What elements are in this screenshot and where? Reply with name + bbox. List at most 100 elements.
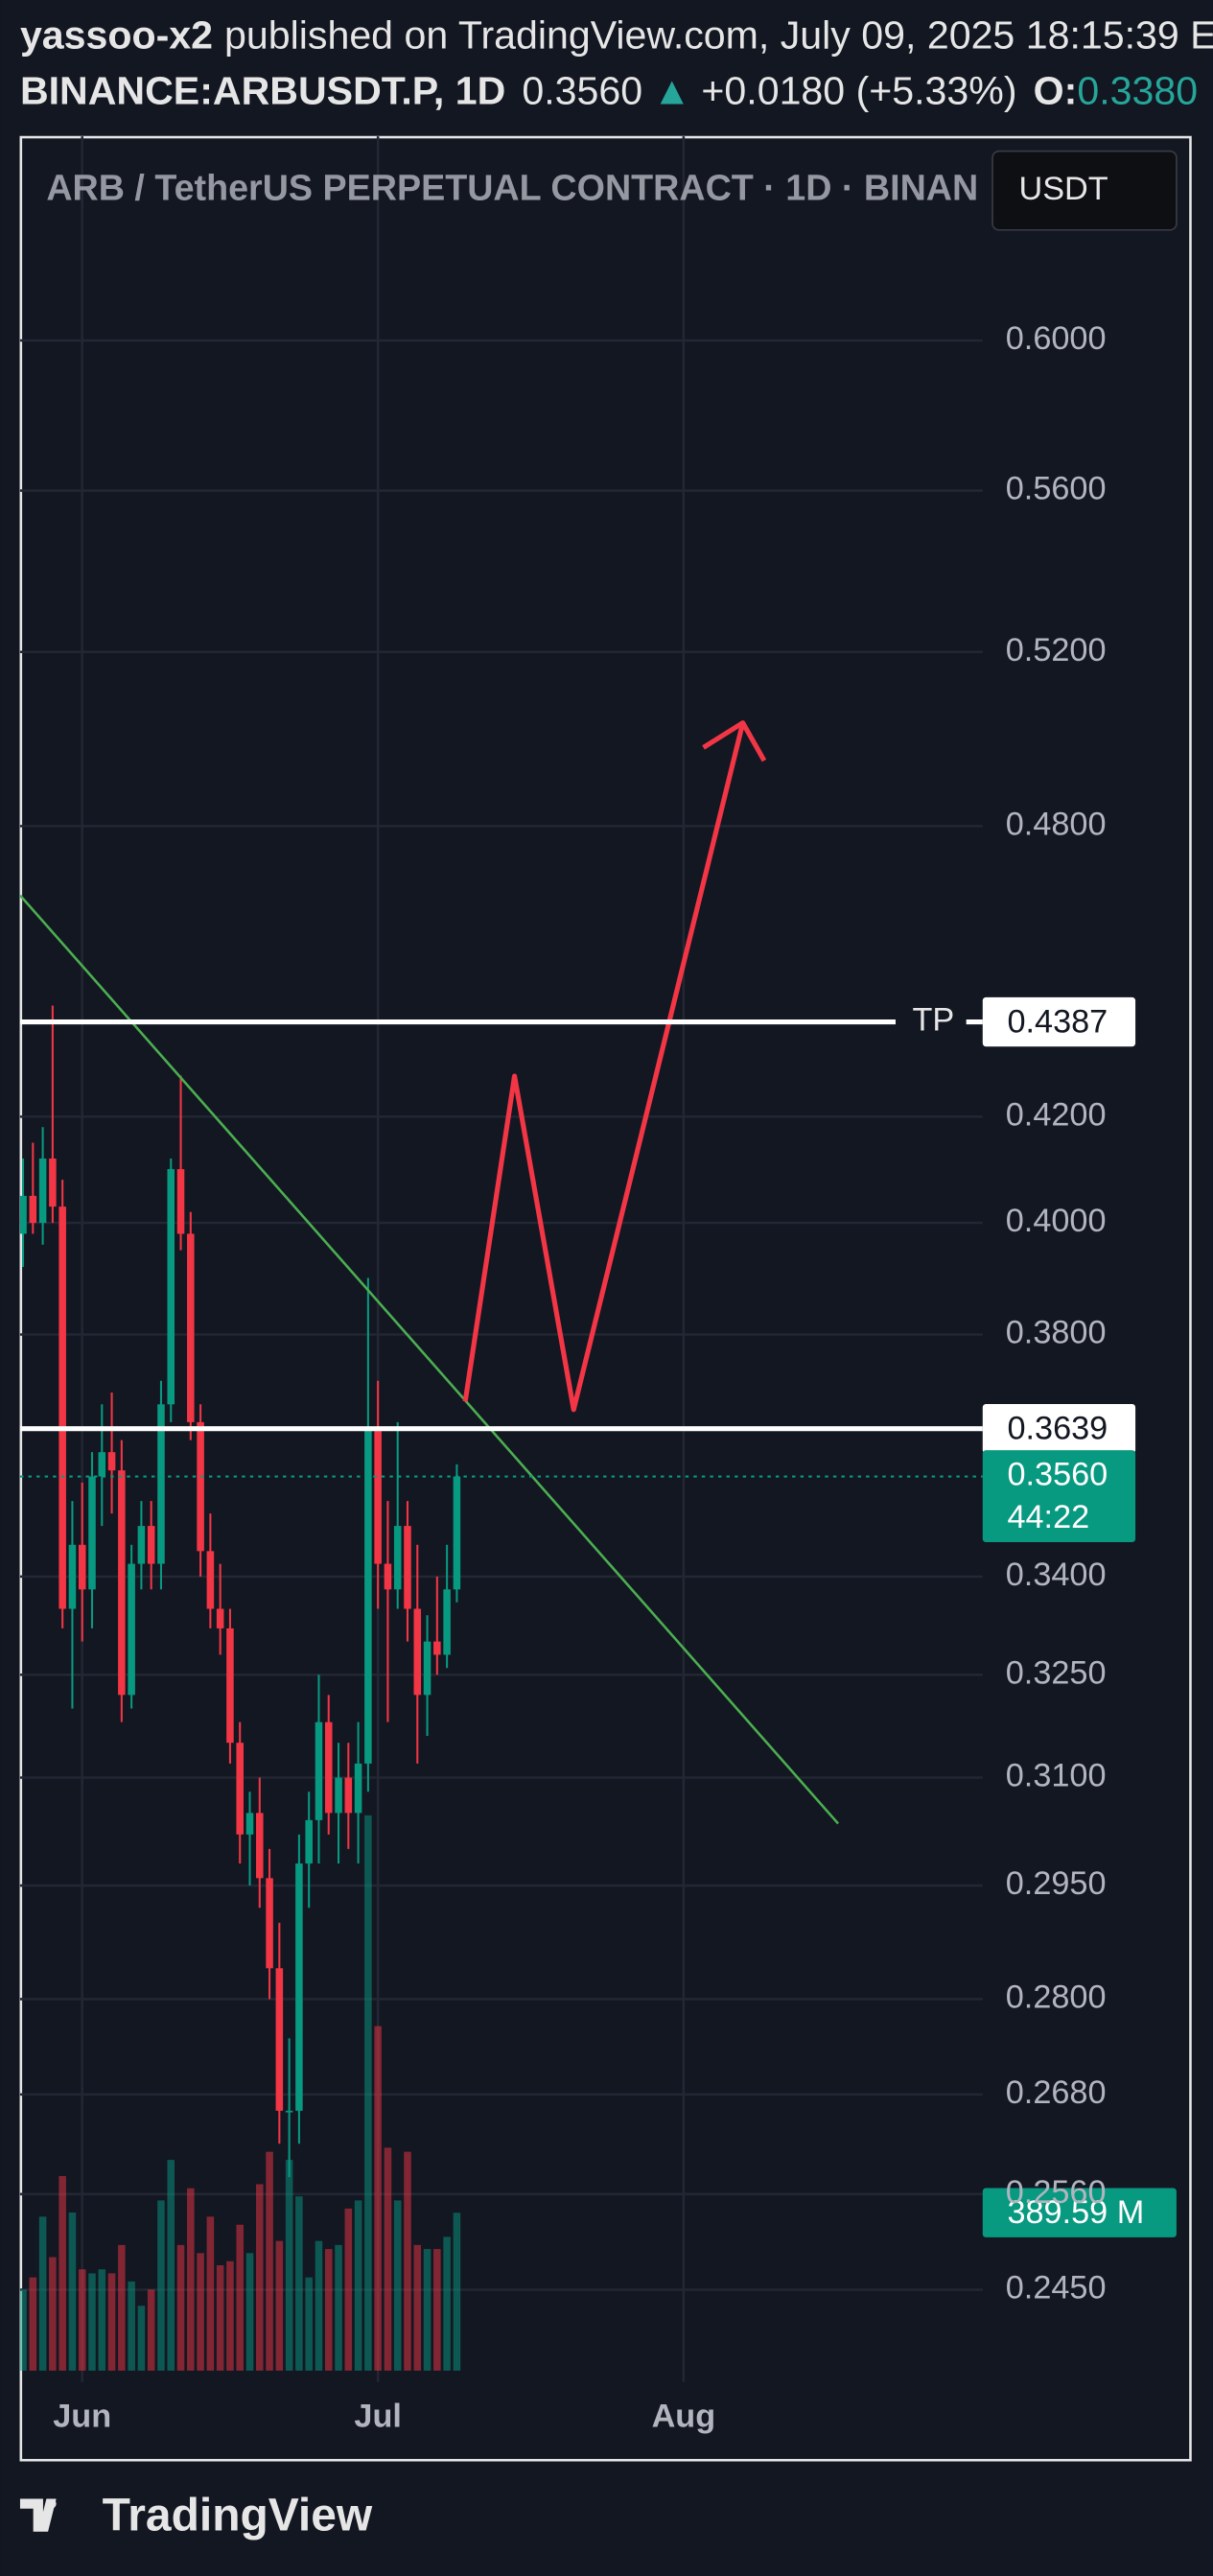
- volume-bar: [157, 2200, 165, 2371]
- chart-frame: [19, 135, 1192, 2462]
- volume-bar: [38, 2216, 47, 2371]
- candle-body: [364, 1428, 372, 1764]
- volume-bar: [118, 2244, 126, 2371]
- volume-bar: [266, 2151, 273, 2371]
- y-tick-label: 0.6000: [1006, 320, 1107, 357]
- candle-body: [206, 1551, 215, 1609]
- volume-bar: [197, 2253, 204, 2371]
- candle-body: [236, 1743, 244, 1835]
- volume-bar: [364, 1815, 372, 2371]
- header-line: yassoo-x2 published on TradingView.com, J…: [20, 12, 1213, 57]
- projection-path: [462, 722, 746, 1413]
- candle-body: [256, 1813, 264, 1879]
- candle-body: [147, 1526, 155, 1564]
- candle-body: [275, 1968, 284, 2111]
- volume-bar: [236, 2224, 244, 2371]
- volume-bar: [295, 2196, 303, 2371]
- y-tick-label: 0.5200: [1006, 632, 1107, 668]
- candle-body: [443, 1589, 451, 1655]
- candle-body: [285, 2110, 293, 2113]
- candle-body: [216, 1608, 224, 1628]
- y-tick-label: 0.4000: [1006, 1203, 1107, 1239]
- candle-body: [98, 1452, 106, 1477]
- published: published on TradingView.com, July 09, 2…: [224, 12, 1213, 57]
- candle-body: [374, 1428, 382, 1564]
- legend-text: ARB / TetherUS PERPETUAL CONTRACT · 1D ·…: [46, 168, 978, 208]
- volume-bar: [176, 2244, 185, 2371]
- volume-bar: [404, 2151, 411, 2371]
- candle-body: [266, 1878, 273, 1969]
- candle-body: [295, 1863, 303, 2111]
- volume-bar: [88, 2273, 96, 2371]
- volume-bar: [305, 2277, 313, 2371]
- volume-bar: [384, 2147, 392, 2371]
- symbol-line: BINANCE:ARBUSDT.P, 1D 0.3560 ▲ +0.0180 (+5.…: [20, 69, 1213, 113]
- volume-bar: [393, 2200, 402, 2371]
- candle-body: [78, 1544, 86, 1590]
- candle-body: [137, 1526, 146, 1564]
- candle-body: [384, 1563, 392, 1590]
- open-label: O:: [1034, 69, 1078, 113]
- volume-bar: [19, 2289, 27, 2371]
- change: +0.0180 (+5.33%): [701, 69, 1016, 113]
- volume-bar: [49, 2257, 57, 2371]
- candle-body: [335, 1777, 342, 1814]
- candle-body: [167, 1169, 175, 1405]
- logo: TradingView: [19, 2491, 373, 2541]
- last-price: 0.3560: [522, 69, 642, 113]
- logo-icon: [19, 2498, 57, 2532]
- y-tick-label: 0.4200: [1006, 1096, 1107, 1133]
- candle-body: [453, 1476, 461, 1590]
- candle-body: [226, 1628, 234, 1744]
- candle-body: [157, 1404, 165, 1564]
- candle-body: [88, 1476, 96, 1590]
- volume-bar: [29, 2277, 37, 2371]
- y-tick-label: 0.3400: [1006, 1557, 1107, 1593]
- y-tick-label: 0.4800: [1006, 806, 1107, 842]
- currency-label[interactable]: USDT: [1018, 171, 1108, 207]
- volume-bar: [344, 2208, 353, 2371]
- trendline: [19, 894, 839, 1825]
- logo-dot: [46, 2498, 57, 2509]
- volume-bar: [374, 2026, 382, 2371]
- volume-bar: [335, 2244, 342, 2371]
- volume-bar: [226, 2260, 234, 2371]
- y-tick-label: 0.2560: [1006, 2174, 1107, 2211]
- y-tick-label: 0.2950: [1006, 1865, 1107, 1902]
- volume-bar: [206, 2216, 215, 2371]
- volume-label-box: [982, 2188, 1177, 2237]
- volume-bar: [453, 2213, 461, 2371]
- level-label: 0.4387: [1007, 1003, 1108, 1040]
- level-text: TP: [912, 1002, 954, 1039]
- candle-body: [128, 1563, 135, 1696]
- price-label: 0.3560: [1007, 1457, 1108, 1493]
- candle-body: [315, 1721, 323, 1820]
- x-tick-label: Jun: [53, 2399, 111, 2435]
- candle-body: [344, 1777, 353, 1814]
- candle-body: [354, 1763, 362, 1814]
- drawings: [19, 720, 839, 1825]
- symbol: BINANCE:ARBUSDT.P, 1D: [20, 69, 505, 113]
- candle-body: [413, 1608, 422, 1696]
- volume-bar: [58, 2176, 66, 2371]
- candle-body: [187, 1233, 195, 1422]
- volume-bar: [315, 2240, 323, 2371]
- open-value: 0.3380: [1077, 69, 1198, 113]
- candle-body: [68, 1544, 77, 1609]
- volume-bar: [147, 2289, 155, 2371]
- candle-body: [404, 1526, 411, 1609]
- volume-bar: [78, 2269, 86, 2371]
- volume-bar: [167, 2160, 175, 2371]
- currency-button[interactable]: [991, 150, 1178, 231]
- candle-body: [49, 1159, 57, 1207]
- candle-body: [245, 1813, 254, 1835]
- author: yassoo-x2: [20, 12, 213, 57]
- candle-body: [58, 1206, 66, 1609]
- volume-label: 389.59 M: [1007, 2194, 1144, 2231]
- candle-body: [197, 1421, 204, 1552]
- volume-bar: [433, 2249, 441, 2371]
- volume-bar: [443, 2236, 451, 2371]
- candle-body: [423, 1641, 432, 1696]
